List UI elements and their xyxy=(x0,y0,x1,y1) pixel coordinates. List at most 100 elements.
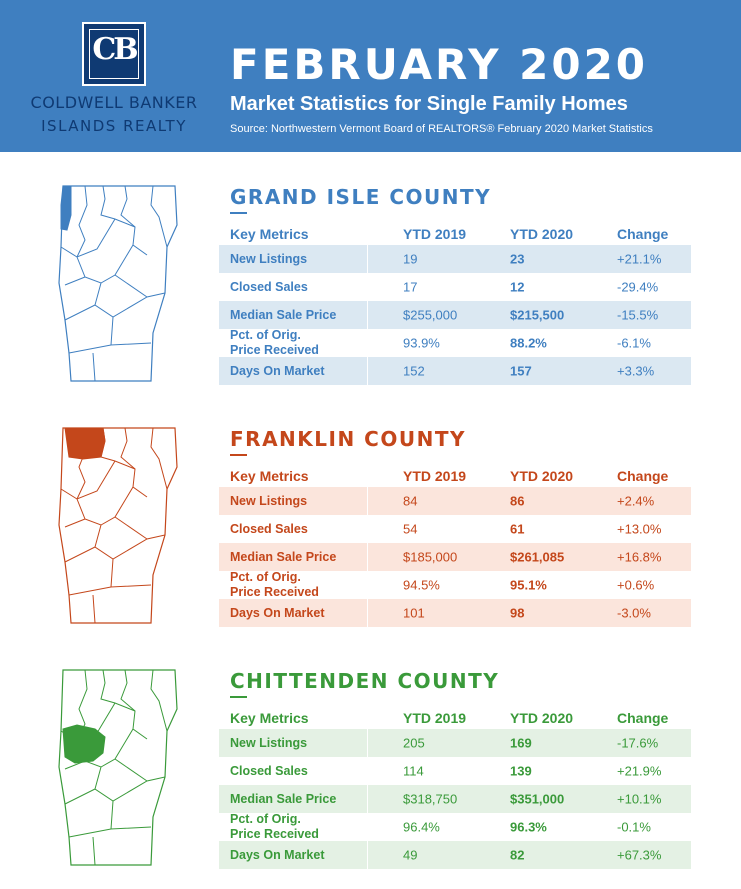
highlighted-county-shape xyxy=(64,427,106,460)
county-section-grand-isle: GRAND ISLE COUNTY Key Metrics YTD 2019 YTD … xyxy=(0,185,741,400)
logo-text: CB xyxy=(92,32,138,67)
value-ytd-2020: 98 xyxy=(510,605,525,621)
value-ytd-2020: 88.2% xyxy=(510,335,547,351)
column-header: Change xyxy=(617,226,669,242)
value-ytd-2019: 152 xyxy=(403,363,425,379)
highlighted-county-shape xyxy=(60,185,72,231)
table-row: Pct. of Orig. Price Received 94.5% 95.1% +0.… xyxy=(219,570,691,599)
value-ytd-2019: 17 xyxy=(403,279,418,295)
table-row: New Listings 205 169 -17.6% xyxy=(219,729,691,757)
county-name: GRAND ISLE COUNTY xyxy=(230,185,492,209)
value-ytd-2020: 23 xyxy=(510,251,525,267)
metric-label: Closed Sales xyxy=(230,764,308,778)
metric-label: Median Sale Price xyxy=(230,308,337,322)
value-ytd-2020: 12 xyxy=(510,279,525,295)
county-section-chittenden: CHITTENDEN COUNTY Key Metrics YTD 2019 YTD … xyxy=(0,669,741,884)
value-ytd-2019: 101 xyxy=(403,605,425,621)
metric-label: New Listings xyxy=(230,252,308,266)
metric-label: Median Sale Price xyxy=(230,550,337,564)
county-name: FRANKLIN COUNTY xyxy=(230,427,466,451)
value-change: +2.4% xyxy=(617,493,655,509)
vermont-map-icon xyxy=(58,427,178,624)
metrics-table: Key Metrics YTD 2019 YTD 2020 Change New Lis… xyxy=(219,465,691,627)
value-ytd-2019: 49 xyxy=(403,847,418,863)
value-ytd-2019: $185,000 xyxy=(403,549,458,565)
value-change: +0.6% xyxy=(617,577,655,593)
metric-label: Median Sale Price xyxy=(230,792,337,806)
page-title: FEBRUARY 2020 xyxy=(230,40,649,89)
metric-label: Pct. of Orig. Price Received xyxy=(230,570,319,599)
value-change: -3.0% xyxy=(617,605,651,621)
table-row: Median Sale Price $255,000 $215,500 -15.5% xyxy=(219,301,691,329)
table-header: Key Metrics YTD 2019 YTD 2020 Change xyxy=(219,465,691,487)
metric-label: New Listings xyxy=(230,494,308,508)
coldwell-banker-logo: CB xyxy=(82,22,146,86)
value-ytd-2019: 114 xyxy=(403,763,424,779)
header-banner: CB COLDWELL BANKER ISLANDS REALTY FEBRUA… xyxy=(0,0,741,152)
column-header: YTD 2019 xyxy=(403,226,467,242)
title-underline xyxy=(230,696,247,698)
table-row: New Listings 19 23 +21.1% xyxy=(219,245,691,273)
county-section-franklin: FRANKLIN COUNTY Key Metrics YTD 2019 YTD 20… xyxy=(0,427,741,642)
metric-label: Closed Sales xyxy=(230,522,308,536)
table-header: Key Metrics YTD 2019 YTD 2020 Change xyxy=(219,707,691,729)
column-header: Change xyxy=(617,468,669,484)
value-change: +21.9% xyxy=(617,763,662,779)
table-row: Closed Sales 54 61 +13.0% xyxy=(219,515,691,543)
page-subtitle: Market Statistics for Single Family Home… xyxy=(230,93,628,115)
value-change: -29.4% xyxy=(617,279,659,295)
value-change: -0.1% xyxy=(617,819,651,835)
metric-label: Days On Market xyxy=(230,606,325,620)
table-row: Median Sale Price $318,750 $351,000 +10.1% xyxy=(219,785,691,813)
value-ytd-2020: 95.1% xyxy=(510,577,547,593)
column-header: YTD 2020 xyxy=(510,226,574,242)
value-change: +13.0% xyxy=(617,521,662,537)
table-row: Pct. of Orig. Price Received 93.9% 88.2% -6.… xyxy=(219,328,691,357)
column-header: Key Metrics xyxy=(230,468,309,484)
table-row: Closed Sales 17 12 -29.4% xyxy=(219,273,691,301)
value-ytd-2019: $318,750 xyxy=(403,791,458,807)
title-underline xyxy=(230,454,247,456)
column-header: Key Metrics xyxy=(230,226,309,242)
table-row: New Listings 84 86 +2.4% xyxy=(219,487,691,515)
logo-inner-border xyxy=(89,29,139,79)
value-ytd-2020: 82 xyxy=(510,847,525,863)
brand-name-line1: COLDWELL BANKER xyxy=(30,93,198,112)
value-ytd-2019: 54 xyxy=(403,521,418,537)
metric-label: New Listings xyxy=(230,736,308,750)
column-header: Key Metrics xyxy=(230,710,309,726)
value-ytd-2020: 96.3% xyxy=(510,819,547,835)
table-row: Days On Market 49 82 +67.3% xyxy=(219,841,691,869)
title-underline xyxy=(230,212,247,214)
table-header: Key Metrics YTD 2019 YTD 2020 Change xyxy=(219,223,691,245)
metric-label: Pct. of Orig. Price Received xyxy=(230,812,319,841)
value-ytd-2020: 61 xyxy=(510,521,525,537)
vermont-map-icon xyxy=(58,669,178,866)
value-ytd-2020: 169 xyxy=(510,735,532,751)
table-row: Days On Market 101 98 -3.0% xyxy=(219,599,691,627)
table-row: Closed Sales 114 139 +21.9% xyxy=(219,757,691,785)
metric-label: Days On Market xyxy=(230,364,325,378)
metric-label: Pct. of Orig. Price Received xyxy=(230,328,319,357)
metrics-table: Key Metrics YTD 2019 YTD 2020 Change New Lis… xyxy=(219,223,691,385)
value-change: +3.3% xyxy=(617,363,655,379)
value-change: -15.5% xyxy=(617,307,659,323)
column-header: YTD 2020 xyxy=(510,710,574,726)
value-ytd-2019: 93.9% xyxy=(403,335,440,351)
value-ytd-2020: 86 xyxy=(510,493,525,509)
column-header: YTD 2019 xyxy=(403,468,467,484)
column-header: Change xyxy=(617,710,669,726)
brand-name-line2: ISLANDS REALTY xyxy=(41,117,187,135)
vermont-map-icon xyxy=(58,185,178,382)
value-ytd-2019: 96.4% xyxy=(403,819,440,835)
value-ytd-2019: 205 xyxy=(403,735,425,751)
value-change: +67.3% xyxy=(617,847,662,863)
metric-label: Closed Sales xyxy=(230,280,308,294)
value-change: +21.1% xyxy=(617,251,662,267)
value-ytd-2020: $351,000 xyxy=(510,791,565,807)
table-row: Pct. of Orig. Price Received 96.4% 96.3% -0.… xyxy=(219,812,691,841)
column-header: YTD 2020 xyxy=(510,468,574,484)
metric-label: Days On Market xyxy=(230,848,325,862)
table-row: Days On Market 152 157 +3.3% xyxy=(219,357,691,385)
value-ytd-2019: $255,000 xyxy=(403,307,458,323)
